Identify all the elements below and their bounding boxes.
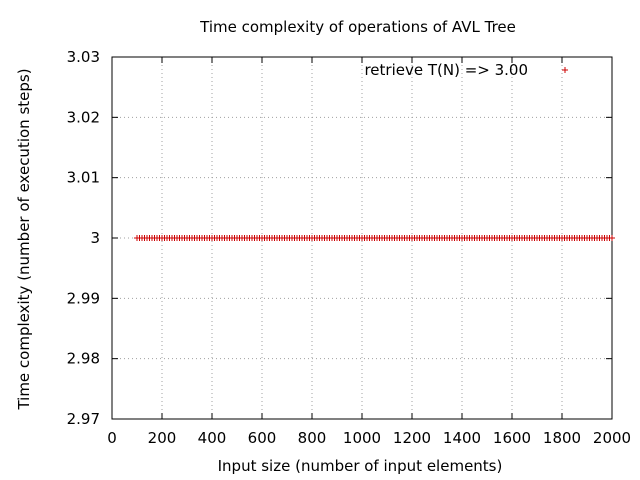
chart-title: Time complexity of operations of AVL Tre… — [199, 18, 516, 36]
legend-label: retrieve T(N) => 3.00 — [364, 61, 528, 79]
x-tick-labels: 0 200 400 600 800 1000 1200 1400 1600 1800 2000 — [107, 429, 631, 447]
data-points — [134, 235, 615, 241]
x-tick-label: 1200 — [393, 429, 431, 447]
y-tick-label: 2.98 — [67, 350, 100, 368]
y-tick-labels: 2.97 2.98 2.99 3 3.01 3.02 3.03 — [67, 48, 100, 428]
x-axis-label: Input size (number of input elements) — [218, 457, 503, 475]
y-axis-label: Time complexity (number of execution ste… — [15, 68, 33, 410]
y-tick-label: 3.03 — [67, 48, 100, 66]
legend-marker — [562, 67, 568, 73]
x-tick-label: 200 — [148, 429, 177, 447]
data-point — [609, 235, 615, 241]
y-tick-label: 3.01 — [67, 169, 100, 187]
x-tick-label: 600 — [248, 429, 277, 447]
x-tick-label: 1400 — [443, 429, 481, 447]
y-tick-label: 2.97 — [67, 410, 100, 428]
legend: retrieve T(N) => 3.00 — [364, 61, 568, 79]
x-tick-label: 1800 — [543, 429, 581, 447]
x-tick-label: 800 — [298, 429, 327, 447]
x-tick-label: 1000 — [343, 429, 381, 447]
x-tick-label: 2000 — [593, 429, 631, 447]
x-tick-label: 400 — [198, 429, 227, 447]
x-tick-label: 1600 — [493, 429, 531, 447]
x-tick-label: 0 — [107, 429, 117, 447]
y-tick-label: 3.02 — [67, 108, 100, 126]
y-tick-label: 2.99 — [67, 289, 100, 307]
y-tick-label: 3 — [90, 229, 100, 247]
